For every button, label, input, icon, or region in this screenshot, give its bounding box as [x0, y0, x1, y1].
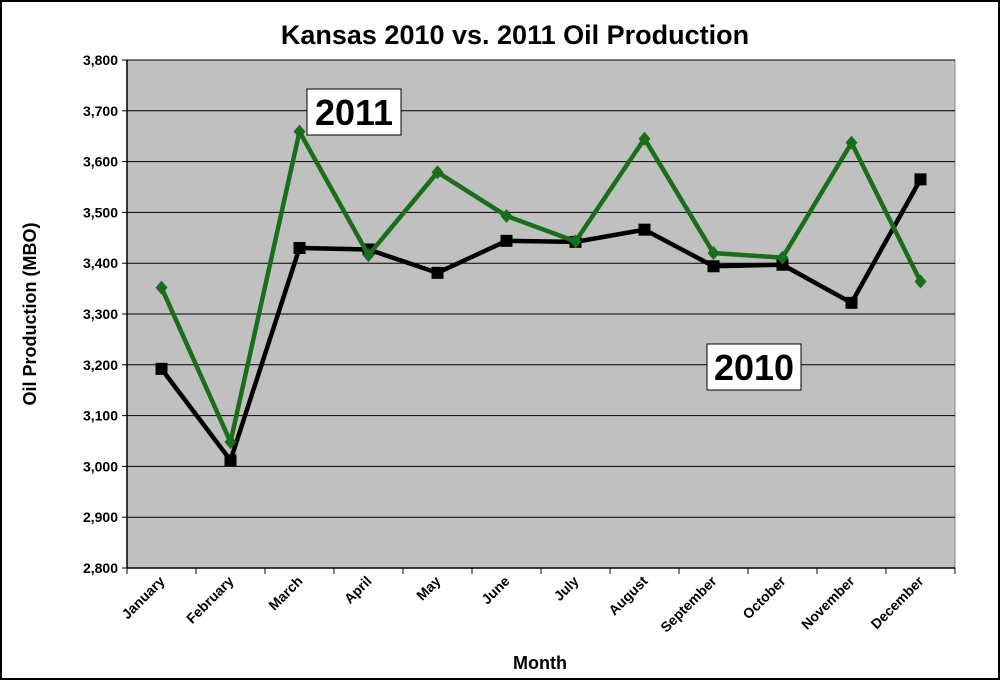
data-point-2011	[914, 274, 927, 289]
y-tick-label: 3,300	[83, 306, 118, 322]
data-point-2010	[707, 260, 720, 273]
x-tick-label: November	[798, 572, 858, 632]
gridlines	[127, 59, 955, 518]
data-point-2010	[500, 234, 513, 247]
chart-title: Kansas 2010 vs. 2011 Oil Production	[281, 20, 749, 50]
data-point-2011	[500, 208, 513, 223]
x-tick-label: March	[265, 573, 305, 613]
x-tick-label: May	[413, 573, 444, 604]
x-tick-label: October	[739, 572, 789, 622]
x-tick-label: September	[657, 572, 720, 635]
y-tick-label: 3,000	[83, 458, 118, 474]
x-tick-label: February	[183, 573, 237, 627]
x-axis-title: Month	[513, 653, 567, 673]
series-label-2010: 2010	[714, 347, 794, 388]
data-point-2011	[845, 135, 858, 150]
y-tick-label: 3,800	[83, 52, 118, 68]
data-point-2010	[776, 258, 789, 271]
data-point-2011	[638, 131, 651, 146]
y-tick-label: 2,800	[83, 560, 118, 576]
data-point-2010	[914, 173, 927, 186]
data-point-2011	[224, 435, 237, 450]
series-line-2010	[159, 178, 923, 466]
data-point-2010	[845, 296, 858, 309]
y-tick-label: 3,200	[83, 357, 118, 373]
series-lines	[155, 124, 927, 467]
data-point-2011	[431, 165, 444, 180]
data-point-2011	[293, 124, 306, 139]
y-tick-label: 3,100	[83, 408, 118, 424]
x-tick-label: January	[118, 573, 167, 622]
series-labels: 2011 2010	[306, 88, 802, 391]
y-tick-label: 3,600	[83, 154, 118, 170]
series-line-2011	[159, 125, 923, 450]
series-label-box-2011	[306, 88, 402, 136]
y-tick-label: 3,500	[83, 204, 118, 220]
x-tick-label: December	[867, 572, 927, 632]
data-point-2010	[224, 454, 237, 467]
data-point-2010	[155, 362, 168, 375]
data-point-2010	[293, 241, 306, 254]
data-point-2011	[362, 248, 375, 263]
y-axis-title: Oil Production (MBO)	[20, 223, 40, 406]
x-tick-label: April	[341, 573, 375, 607]
y-tick-label: 3,400	[83, 255, 118, 271]
axes	[122, 59, 956, 574]
data-point-2011	[569, 234, 582, 249]
y-tick-labels: 2,800 2,900 3,000 3,100 3,200 3,300 3,400 3,500…	[83, 52, 118, 576]
x-tick-labels: January February March April May June July Augu…	[118, 572, 927, 635]
y-tick-label: 3,700	[83, 103, 118, 119]
x-tick-label: June	[478, 573, 513, 608]
data-point-2011	[155, 280, 168, 295]
x-tick-label: August	[605, 573, 651, 619]
x-tick-label: July	[550, 573, 581, 604]
series-label-2011: 2011	[315, 92, 393, 133]
data-point-2011	[776, 250, 789, 265]
data-point-2011	[707, 246, 720, 261]
data-point-2010	[431, 266, 444, 279]
data-point-2010	[638, 223, 651, 236]
series-label-box-2010	[706, 343, 802, 391]
y-tick-label: 2,900	[83, 509, 118, 525]
